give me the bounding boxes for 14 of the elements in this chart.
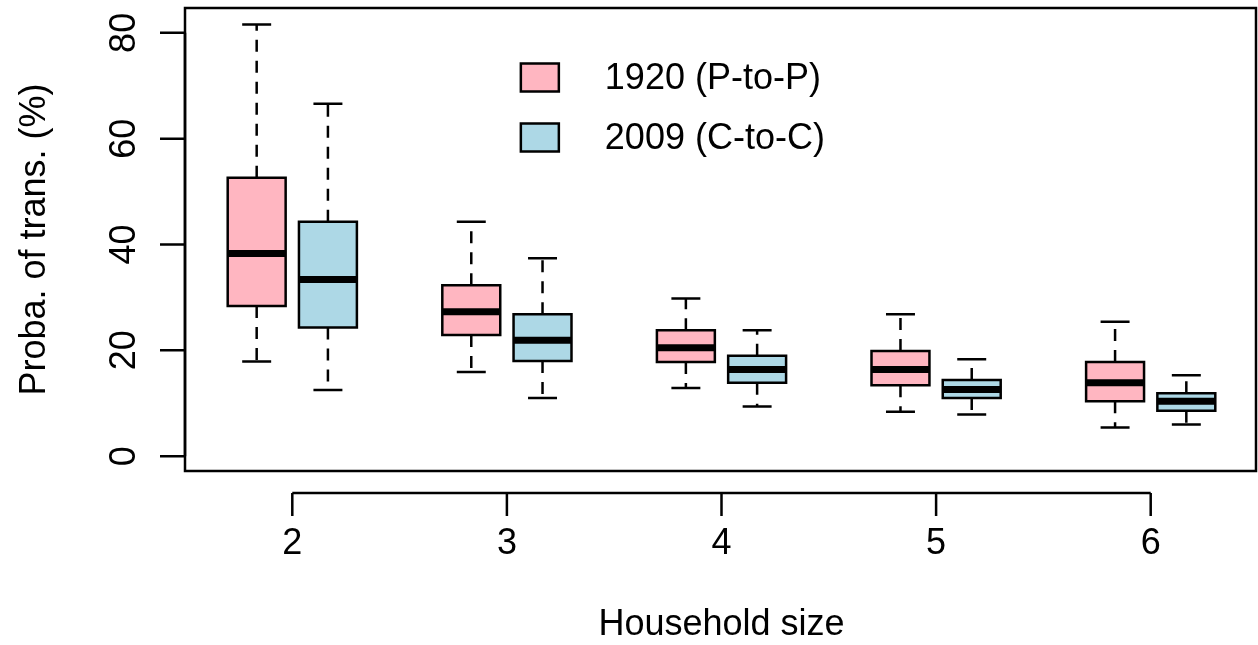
legend-label: 1920 (P-to-P) — [604, 56, 821, 98]
x-axis-title: Household size — [598, 601, 845, 643]
legend-label: 2009 (C-to-C) — [604, 116, 825, 158]
y-axis-title: Proba. of trans. (%) — [11, 83, 53, 396]
y-tick-label: 20 — [101, 330, 143, 371]
x-tick-label: 5 — [926, 520, 947, 562]
x-tick-label: 3 — [496, 520, 517, 562]
x-tick-label: 4 — [711, 520, 732, 562]
x-tick-label: 2 — [282, 520, 303, 562]
x-tick-label: 6 — [1140, 520, 1161, 562]
y-tick-label: 40 — [101, 224, 143, 265]
y-tick-label: 60 — [101, 118, 143, 159]
y-tick-label: 0 — [101, 446, 143, 467]
y-tick-label: 80 — [101, 12, 143, 53]
